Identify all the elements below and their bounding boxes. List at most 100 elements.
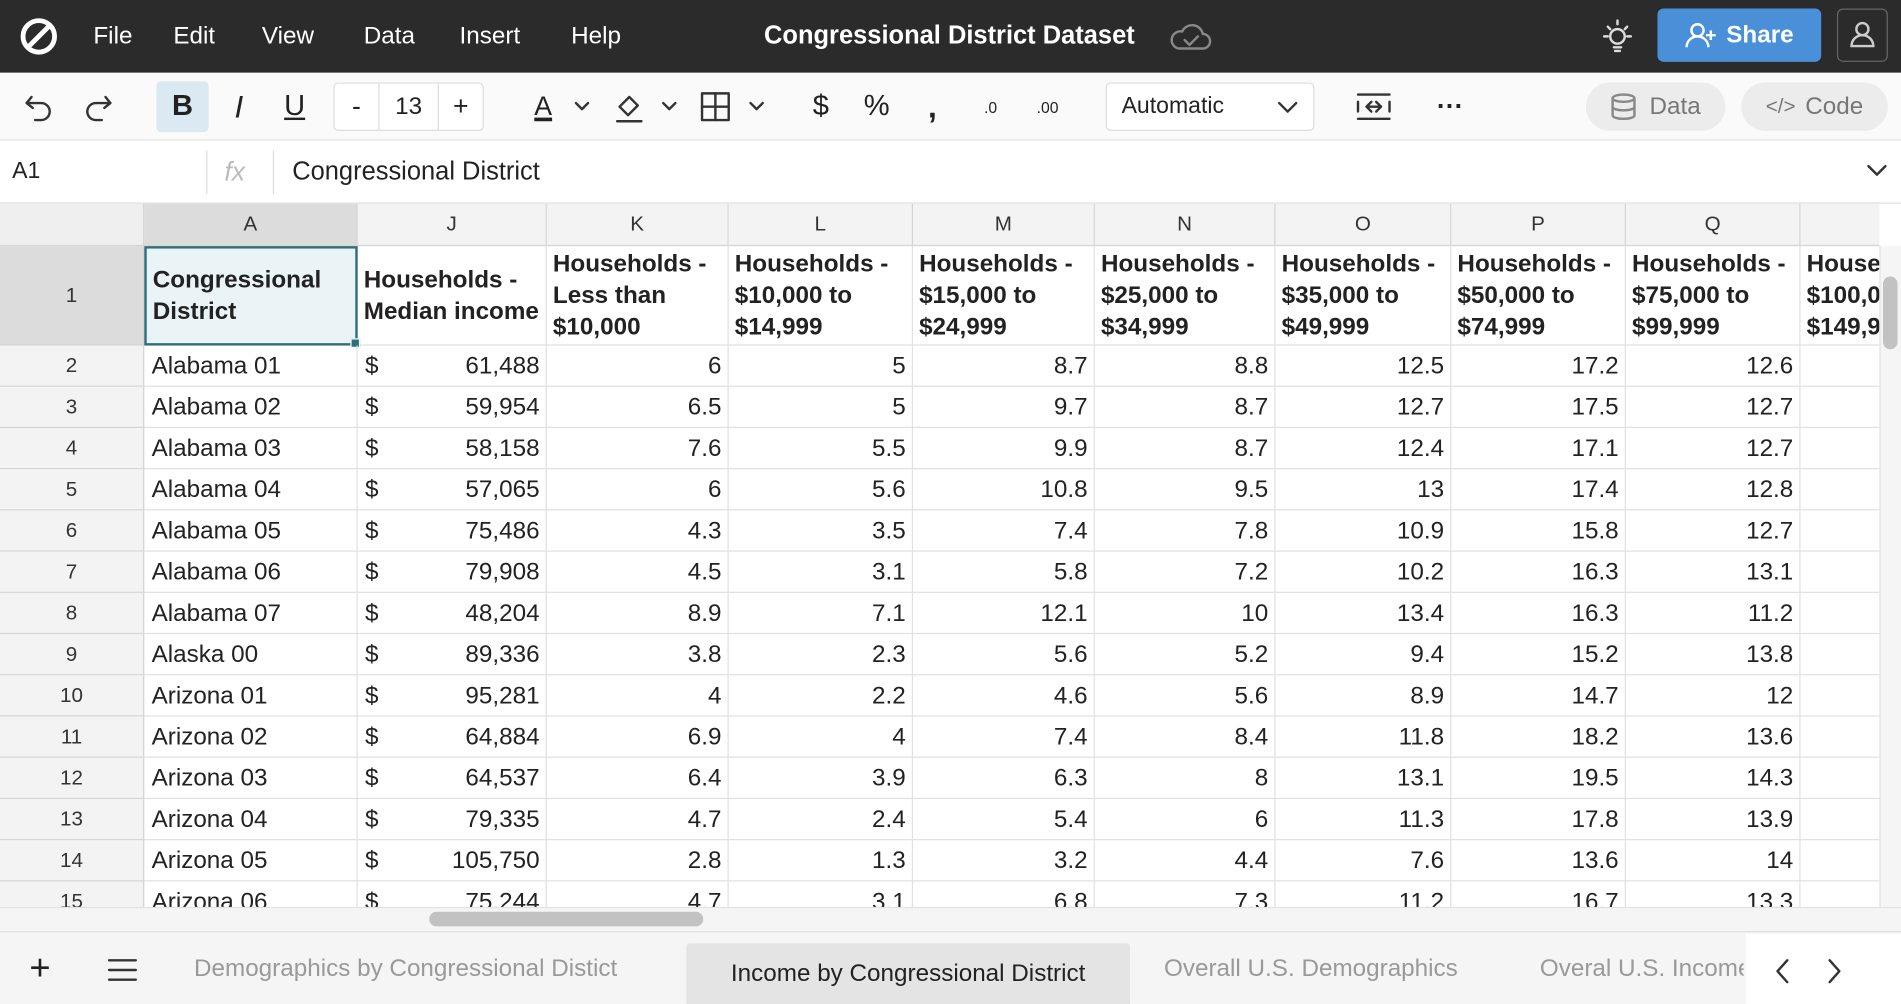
column-header[interactable]: L bbox=[728, 203, 914, 247]
cell-border[interactable] bbox=[357, 592, 547, 635]
cell-border[interactable] bbox=[728, 345, 914, 387]
row-header[interactable]: 15 bbox=[0, 881, 145, 907]
cell-border[interactable] bbox=[1801, 881, 1880, 906]
cell-border[interactable] bbox=[144, 510, 358, 552]
cell-border[interactable] bbox=[1800, 799, 1880, 841]
cell-border[interactable] bbox=[1800, 717, 1880, 758]
cell-border[interactable] bbox=[1275, 510, 1452, 552]
percent-format[interactable]: % bbox=[863, 89, 890, 123]
cell-border[interactable] bbox=[144, 757, 358, 800]
previous-tab[interactable] bbox=[1770, 957, 1794, 986]
cell-border[interactable] bbox=[1451, 386, 1626, 429]
redo-button[interactable] bbox=[81, 90, 115, 124]
cell-border[interactable] bbox=[913, 592, 1095, 635]
cell-border[interactable] bbox=[1451, 510, 1626, 552]
column-header[interactable]: O bbox=[1275, 203, 1452, 247]
cell-border[interactable] bbox=[546, 428, 729, 470]
row-header[interactable]: 8 bbox=[0, 592, 145, 635]
cell-border[interactable] bbox=[546, 386, 729, 429]
menu-item[interactable]: Help bbox=[571, 22, 621, 50]
cell-border[interactable] bbox=[913, 386, 1095, 429]
cell-border[interactable] bbox=[1800, 469, 1880, 511]
cell-border[interactable] bbox=[913, 840, 1095, 882]
cell-border[interactable] bbox=[357, 675, 547, 717]
cell-border[interactable] bbox=[1625, 634, 1801, 676]
borders[interactable] bbox=[700, 91, 732, 123]
comma-format[interactable]: , bbox=[928, 87, 937, 125]
cell-border[interactable] bbox=[913, 675, 1095, 717]
number-format[interactable]: Automatic bbox=[1105, 82, 1315, 131]
currency-format[interactable]: $ bbox=[812, 89, 829, 123]
cell-border[interactable] bbox=[546, 716, 729, 758]
cell-border[interactable] bbox=[1094, 510, 1276, 552]
italic-button[interactable]: I bbox=[234, 87, 244, 125]
formula-content[interactable]: Congressional District bbox=[292, 157, 540, 186]
cell-border[interactable] bbox=[1275, 551, 1452, 593]
menu-item[interactable]: Edit bbox=[173, 22, 216, 50]
column-header[interactable]: A bbox=[144, 203, 358, 247]
cell-border[interactable] bbox=[144, 840, 358, 882]
cell-border[interactable] bbox=[1800, 593, 1880, 635]
cell-border[interactable] bbox=[913, 345, 1095, 387]
cell-border[interactable] bbox=[144, 799, 358, 841]
cell-border[interactable] bbox=[1625, 675, 1801, 717]
cell-border[interactable] bbox=[913, 799, 1095, 841]
more-button[interactable]: ··· bbox=[1436, 90, 1464, 122]
cell-border[interactable] bbox=[1451, 675, 1626, 717]
cell-border[interactable] bbox=[1094, 469, 1276, 511]
cell-border[interactable] bbox=[1625, 510, 1801, 552]
cell-border[interactable] bbox=[1275, 386, 1452, 429]
cell-border[interactable] bbox=[1275, 757, 1452, 800]
cell-border[interactable] bbox=[1625, 799, 1801, 841]
cell-border[interactable] bbox=[728, 551, 914, 593]
font-size[interactable]: 13 bbox=[378, 82, 439, 131]
row-header[interactable]: 3 bbox=[0, 386, 145, 429]
row-header[interactable]: 6 bbox=[0, 510, 145, 552]
cell-border[interactable] bbox=[1094, 757, 1276, 800]
fill-color[interactable] bbox=[612, 90, 646, 124]
cell-border[interactable] bbox=[357, 799, 547, 841]
cell-border[interactable] bbox=[546, 799, 729, 841]
cell-border[interactable] bbox=[1275, 592, 1452, 635]
cell-border[interactable] bbox=[546, 510, 729, 552]
cell-border[interactable] bbox=[547, 881, 729, 907]
cell-border[interactable] bbox=[1275, 345, 1452, 387]
cell-border[interactable] bbox=[1094, 799, 1276, 841]
user-button[interactable] bbox=[1836, 8, 1888, 62]
fill-handle[interactable] bbox=[350, 338, 361, 348]
header-cell[interactable]: Households - $50,000 to $74,999 bbox=[1451, 246, 1626, 346]
column-header[interactable]: N bbox=[1094, 203, 1276, 247]
cell-border[interactable] bbox=[1451, 345, 1626, 387]
row-header[interactable]: 4 bbox=[0, 428, 145, 470]
cell-border[interactable] bbox=[1800, 552, 1880, 593]
header-cell[interactable]: Households - $75,000 to $99,999 bbox=[1625, 246, 1801, 346]
cell-border[interactable] bbox=[144, 675, 358, 717]
cell-border[interactable] bbox=[1625, 716, 1801, 758]
cell-border[interactable] bbox=[1451, 469, 1626, 511]
column-header[interactable]: M bbox=[913, 203, 1095, 247]
cell-border[interactable] bbox=[1800, 675, 1880, 717]
cell-border[interactable] bbox=[1451, 757, 1626, 800]
vertical-scroll-thumb[interactable] bbox=[1883, 276, 1898, 350]
text-color[interactable]: A bbox=[534, 90, 553, 122]
cell-border[interactable] bbox=[728, 592, 914, 635]
cell-border[interactable] bbox=[357, 469, 547, 511]
cell-border[interactable] bbox=[728, 386, 914, 429]
cell-border[interactable] bbox=[1800, 634, 1880, 676]
row-header[interactable]: 12 bbox=[0, 757, 145, 800]
cell-border[interactable] bbox=[357, 510, 547, 552]
cell-border[interactable] bbox=[1451, 551, 1626, 593]
cell-border[interactable] bbox=[1095, 881, 1276, 907]
cell-border[interactable] bbox=[1451, 881, 1626, 907]
cell-border[interactable] bbox=[546, 345, 729, 387]
cell-border[interactable] bbox=[1625, 469, 1801, 511]
cell-border[interactable] bbox=[1094, 592, 1276, 635]
row-header[interactable]: 14 bbox=[0, 840, 145, 882]
cell-border[interactable] bbox=[144, 881, 358, 907]
column-header[interactable]: J bbox=[357, 203, 547, 247]
cell-border[interactable] bbox=[913, 510, 1095, 552]
cell-border[interactable] bbox=[144, 592, 358, 635]
row-header[interactable]: 5 bbox=[0, 469, 145, 511]
column-header[interactable]: R bbox=[1800, 203, 1880, 247]
menu-item[interactable]: File bbox=[93, 22, 133, 50]
